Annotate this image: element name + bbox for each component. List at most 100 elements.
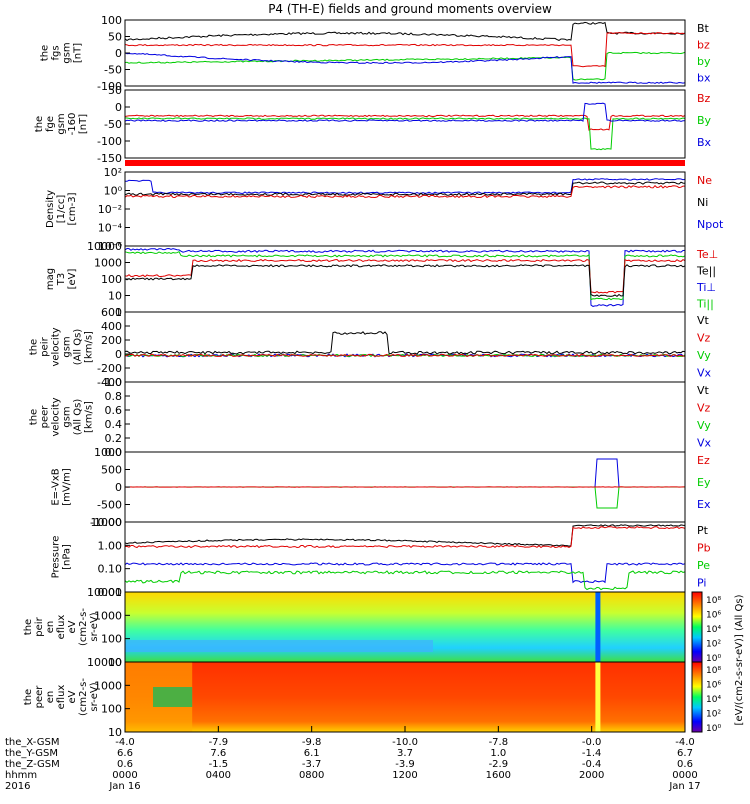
y-tick-label: 10000 xyxy=(87,586,122,599)
legend-Vt: Vt xyxy=(697,314,710,327)
x-tick-label: 0.6 xyxy=(117,759,133,770)
colorbar-tick-label: 10⁴ xyxy=(706,625,721,635)
y-axis-label-line: velocity xyxy=(51,397,62,436)
x-tick-label: 0.6 xyxy=(677,759,693,770)
y-axis-label-line: gsm xyxy=(62,336,73,357)
series-bz xyxy=(125,115,685,130)
y-axis-label-line: E=-VxB xyxy=(51,468,62,505)
x-tick-label: 0800 xyxy=(299,770,324,781)
y-axis-label-line: en xyxy=(45,691,56,704)
y-axis-label-line: eflux xyxy=(56,615,67,640)
y-tick-label: 10 xyxy=(108,290,122,303)
colorbar: 10⁸10⁶10⁴10²10⁰10⁸10⁶10⁴10²10⁰[eV/(cm2-s… xyxy=(692,592,745,734)
x-tick-label: -0.0 xyxy=(582,737,602,748)
y-tick-label: 100 xyxy=(101,633,122,646)
y-axis-label: Pressure[nPa] xyxy=(51,536,73,579)
x-tick-label: 6.6 xyxy=(117,748,133,759)
legend-Te⊥: Te⊥ xyxy=(696,248,718,261)
colorbar-tick-label: 10⁴ xyxy=(706,695,721,705)
y-tick-label: 10000 xyxy=(87,240,122,253)
x-tick-label: 1200 xyxy=(392,770,417,781)
y-tick-label: 100 xyxy=(101,14,122,27)
y-axis-label-line: [nT] xyxy=(78,114,89,134)
legend-Pb: Pb xyxy=(697,542,711,555)
y-tick-label: 0.4 xyxy=(105,418,123,431)
legend-Te||: Te|| xyxy=(696,265,716,278)
legend-Bx: Bx xyxy=(697,136,712,149)
y-axis-label: E=-VxB[mV/m] xyxy=(51,468,73,506)
y-tick-label: 100 xyxy=(101,703,122,716)
y-tick-label: 1.0 xyxy=(105,376,123,389)
legend-By: By xyxy=(697,114,712,127)
x-row-label: 2016 xyxy=(5,781,30,792)
legend-bz: bz xyxy=(697,39,710,52)
y-tick-label: -200 xyxy=(97,362,122,375)
legend-Vy: Vy xyxy=(697,419,711,432)
x-tick-label: 0000 xyxy=(672,770,697,781)
x-tick-label: 7.6 xyxy=(210,748,226,759)
series-by xyxy=(125,118,685,150)
y-tick-label: 10000 xyxy=(87,656,122,669)
legend-Vt: Vt xyxy=(697,384,710,397)
y-axis-label-line: [mV/m] xyxy=(62,468,73,506)
colorbar-tick-label: 10⁰ xyxy=(706,724,721,734)
y-tick-label: 10⁰ xyxy=(104,185,123,198)
x-tick-label: -3.9 xyxy=(395,759,415,770)
y-axis-label-line: Density xyxy=(45,190,56,228)
legend-Bt: Bt xyxy=(697,22,710,35)
series-ti-perp xyxy=(125,249,685,307)
y-axis-label-line: Pressure xyxy=(51,536,62,579)
y-axis-label-line: peir xyxy=(40,336,51,356)
x-tick-label: -0.4 xyxy=(582,759,602,770)
y-tick-label: 0.2 xyxy=(105,432,123,445)
legend-Pi: Pi xyxy=(697,577,706,590)
colorbar-tick-label: 10⁶ xyxy=(706,611,721,621)
y-axis-label-line: velocity xyxy=(51,327,62,366)
spectrogram-green-patch xyxy=(153,687,192,707)
y-tick-label: 50 xyxy=(108,84,122,97)
x-tick-label: 0400 xyxy=(206,770,231,781)
x-tick-label: -1.5 xyxy=(209,759,229,770)
series-ex xyxy=(125,459,685,487)
y-tick-label: 0 xyxy=(115,101,122,114)
legend-Npot: Npot xyxy=(697,218,724,231)
y-axis-label-line: gsm xyxy=(56,113,67,134)
y-tick-label: -50 xyxy=(104,118,122,131)
x-row-label: the_Y-GSM xyxy=(5,748,58,759)
legend-Vy: Vy xyxy=(697,349,711,362)
y-axis-label-line: peir xyxy=(34,616,45,636)
spectrogram-streak xyxy=(595,662,600,732)
panel-frame xyxy=(125,172,685,246)
series-te-perp xyxy=(125,260,685,293)
y-axis-label-line: [nPa] xyxy=(62,544,73,570)
x-tick-label: -1.4 xyxy=(582,748,602,759)
legend-Ez: Ez xyxy=(697,454,710,467)
y-tick-label: 10⁻² xyxy=(98,203,122,216)
y-axis-label-line: eflux xyxy=(56,685,67,710)
y-axis-label-line: [nT] xyxy=(73,43,84,63)
y-axis-label-line: (All Qs) xyxy=(73,329,84,366)
y-tick-label: 500 xyxy=(101,464,122,477)
y-axis-label-line: sr-eV) xyxy=(89,682,100,711)
x-row-label: the_X-GSM xyxy=(5,737,59,748)
legend-Vz: Vz xyxy=(697,402,711,415)
x-tick-label: Jan 17 xyxy=(668,781,700,792)
y-tick-label: 600 xyxy=(101,306,122,319)
colorbar-label-text: [eV/(cm2-s-sr-eV)] (All Qs) xyxy=(734,594,745,725)
y-tick-label: 0 xyxy=(115,481,122,494)
series-pb xyxy=(125,527,685,548)
y-axis-label-line: fge xyxy=(45,116,56,132)
y-axis-label-line: [km/s] xyxy=(84,331,95,363)
legend-Vx: Vx xyxy=(697,367,712,380)
legend-Ni: Ni xyxy=(697,196,708,209)
y-axis-label-line: [1/cc] xyxy=(56,195,67,224)
